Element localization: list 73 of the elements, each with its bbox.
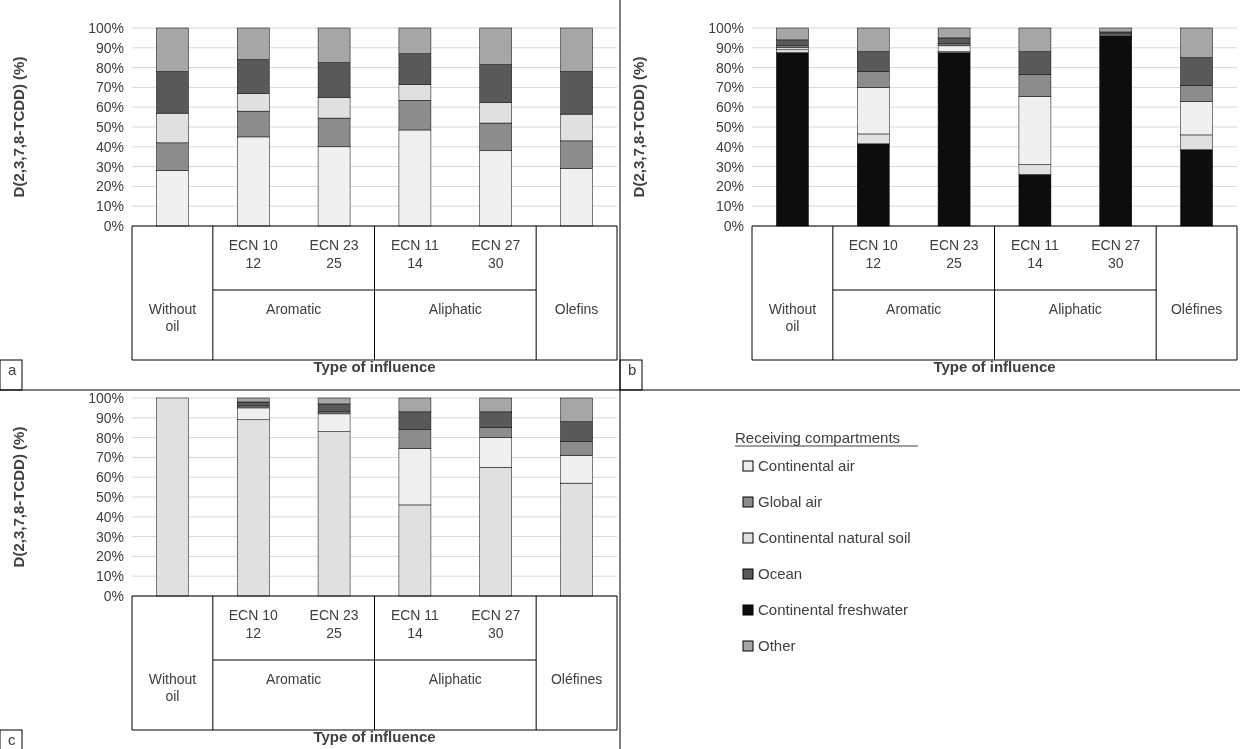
- y-tick-label: 10%: [95, 568, 124, 585]
- text: a: [8, 361, 17, 378]
- text: Without oil: [768, 301, 817, 334]
- x-tick-label: ECN 11 14: [1010, 237, 1060, 271]
- text: Aromatic: [266, 301, 322, 317]
- text: Aliphatic: [1048, 301, 1102, 317]
- y-tick-label: 50%: [95, 488, 124, 505]
- y-tick-label: 20%: [95, 548, 124, 565]
- y-tick-label: 90%: [95, 409, 124, 426]
- y-tick-label: 70%: [95, 79, 124, 96]
- legend-title: Receiving compartments: [735, 429, 901, 446]
- y-tick-label: 30%: [95, 158, 124, 175]
- y-tick-label: 0%: [103, 217, 124, 234]
- x-tick-label: ECN 23 25: [309, 607, 359, 641]
- text: Aliphatic: [428, 301, 482, 317]
- y-axis-title: D(2,3,7,8-TCDD) (%): [10, 56, 27, 198]
- x-tick-label: ECN 10 12: [228, 237, 278, 271]
- y-tick-label: 60%: [95, 469, 124, 486]
- y-tick-label: 40%: [95, 508, 124, 525]
- y-tick-label: 0%: [103, 587, 124, 604]
- y-tick-label: 10%: [95, 198, 124, 215]
- x-tick-label: ECN 23 25: [929, 237, 979, 271]
- x-tick-label: ECN 27 30: [471, 237, 521, 271]
- x-tick-label: ECN 27 30: [1091, 237, 1141, 271]
- y-tick-label: 90%: [95, 39, 124, 56]
- text: Oléfines: [1170, 301, 1223, 317]
- y-tick-label: 50%: [715, 118, 744, 135]
- y-tick-label: 20%: [715, 178, 744, 195]
- y-tick-label: 100%: [708, 19, 744, 36]
- legend-label: Continental air: [758, 456, 855, 474]
- text: c: [8, 731, 16, 748]
- x-tick-label: ECN 10 12: [848, 237, 898, 271]
- text: b: [628, 361, 637, 378]
- y-tick-label: 100%: [88, 19, 124, 36]
- legend-label: Continental natural soil: [758, 528, 911, 546]
- y-tick-label: 80%: [715, 59, 744, 76]
- y-axis-title: D(2,3,7,8-TCDD) (%): [10, 426, 27, 568]
- text: Aliphatic: [428, 671, 482, 687]
- x-tick-label: ECN 27 30: [471, 607, 521, 641]
- x-tick-label: ECN 23 25: [309, 237, 359, 271]
- y-tick-label: 30%: [95, 528, 124, 545]
- y-tick-label: 80%: [95, 59, 124, 76]
- text: Without oil: [148, 671, 197, 704]
- y-tick-label: 60%: [95, 99, 124, 116]
- text: Aromatic: [266, 671, 322, 687]
- y-tick-label: 0%: [723, 217, 744, 234]
- legend-label: Other: [758, 636, 796, 654]
- y-tick-label: 70%: [715, 79, 744, 96]
- x-axis-title: Type of influence: [313, 728, 436, 745]
- y-tick-label: 10%: [715, 198, 744, 215]
- text: Aromatic: [886, 301, 942, 317]
- y-tick-label: 60%: [715, 99, 744, 116]
- legend-label: Global air: [758, 492, 823, 510]
- y-tick-label: 40%: [715, 138, 744, 155]
- legend-label: Ocean: [758, 564, 803, 582]
- x-axis-title: Type of influence: [313, 358, 436, 375]
- text: Without oil: [148, 301, 197, 334]
- text: Oléfines: [550, 671, 603, 687]
- x-axis-title: Type of influence: [933, 358, 1056, 375]
- x-tick-label: ECN 11 14: [390, 607, 440, 641]
- y-tick-label: 70%: [95, 449, 124, 466]
- text: Olefins: [554, 301, 599, 317]
- x-tick-label: ECN 11 14: [390, 237, 440, 271]
- legend-label: Continental freshwater: [758, 600, 909, 618]
- y-tick-label: 30%: [715, 158, 744, 175]
- y-axis-title: D(2,3,7,8-TCDD) (%): [630, 56, 647, 198]
- x-tick-label: ECN 10 12: [228, 607, 278, 641]
- y-tick-label: 20%: [95, 178, 124, 195]
- y-tick-label: 40%: [95, 138, 124, 155]
- y-tick-label: 80%: [95, 429, 124, 446]
- y-tick-label: 90%: [715, 39, 744, 56]
- y-tick-label: 100%: [88, 389, 124, 406]
- y-tick-label: 50%: [95, 118, 124, 135]
